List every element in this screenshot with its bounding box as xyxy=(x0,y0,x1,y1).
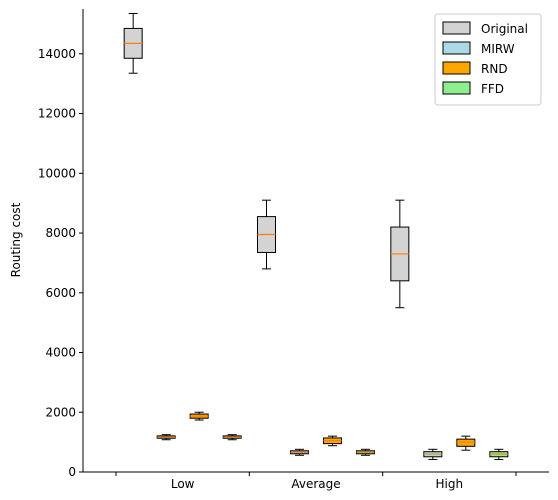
legend-swatch-rnd xyxy=(443,62,470,74)
y-tick-label: 4000 xyxy=(45,346,76,360)
legend-swatch-mirw xyxy=(443,42,470,54)
y-tick-label: 12000 xyxy=(38,107,76,121)
box-ffd-high xyxy=(490,449,508,459)
legend-label-ffd: FFD xyxy=(481,82,504,96)
legend-label-rnd: RND xyxy=(481,62,508,76)
box-rnd-low xyxy=(190,412,208,420)
x-ticks: Low Average High xyxy=(116,472,516,491)
legend-label-original: Original xyxy=(481,22,528,36)
legend-swatch-original xyxy=(443,22,470,34)
box-rnd-high xyxy=(457,436,475,450)
y-tick-label: 2000 xyxy=(45,405,76,419)
legend-swatch-ffd xyxy=(443,82,470,94)
box-original-low xyxy=(124,13,142,73)
box-mirw-average xyxy=(291,449,309,455)
y-ticks: 0 2000 4000 6000 8000 10000 12000 14000 xyxy=(38,47,83,479)
box-original-average xyxy=(258,200,276,269)
box-ffd-average xyxy=(357,449,375,455)
x-tick-label: High xyxy=(436,477,464,491)
y-tick-label: 6000 xyxy=(45,286,76,300)
y-tick-label: 10000 xyxy=(38,166,76,180)
box-rnd-average xyxy=(324,436,342,446)
y-tick-label: 0 xyxy=(68,465,76,479)
box-mirw-low xyxy=(157,435,175,440)
box-ffd-low xyxy=(223,435,241,440)
box-mirw-high xyxy=(424,449,442,459)
y-tick-label: 14000 xyxy=(38,47,76,61)
legend-label-mirw: MIRW xyxy=(481,42,515,56)
y-tick-label: 8000 xyxy=(45,226,76,240)
x-tick-label: Average xyxy=(291,477,340,491)
box-original-high xyxy=(391,200,409,308)
y-axis-title: Routing cost xyxy=(9,202,23,277)
legend: Original MIRW RND FFD xyxy=(435,14,541,105)
x-tick-label: Low xyxy=(171,477,195,491)
